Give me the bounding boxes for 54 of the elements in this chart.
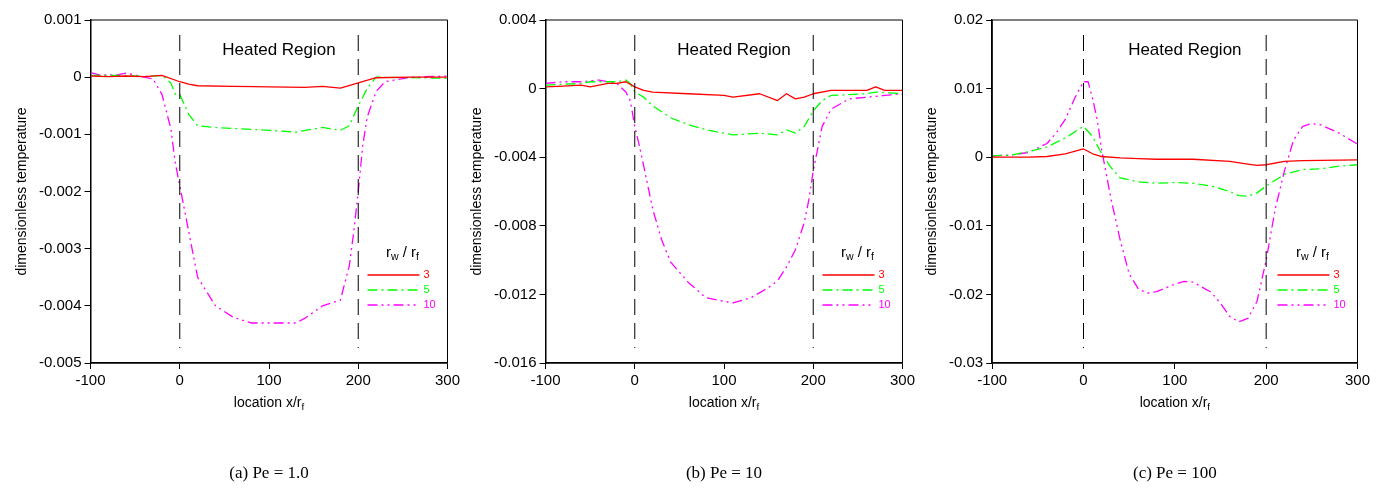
x-tick-label: 200 <box>345 371 371 389</box>
y-axis-title: dimensionless temperature <box>467 107 484 276</box>
x-tick-label: -100 <box>977 371 1008 389</box>
legend-label: 10 <box>423 298 436 311</box>
y-tick-label: -0.008 <box>493 215 537 233</box>
y-axis-title: dimensionless temperature <box>12 107 29 276</box>
y-tick-label: -0.003 <box>38 238 82 256</box>
x-tick-label: 100 <box>711 371 737 389</box>
y-tick-label: 0.001 <box>43 10 82 28</box>
y-tick-label: 0.01 <box>953 78 984 96</box>
x-tick-label: 200 <box>800 371 826 389</box>
annotation: Heated Region <box>1128 39 1242 59</box>
y-tick-label: -0.016 <box>493 353 537 371</box>
y-tick-label: -0.001 <box>38 124 82 142</box>
annotation: Heated Region <box>677 39 791 59</box>
x-tick-label: 300 <box>1344 371 1370 389</box>
legend-label: 5 <box>1333 283 1340 296</box>
text: (c) Pe = 100 <box>1132 463 1217 483</box>
y-tick-label: -0.02 <box>948 284 984 302</box>
y-tick-label: 0 <box>974 147 984 165</box>
x-tick-label: 200 <box>1253 371 1279 389</box>
y-tick-label: -0.01 <box>948 215 984 233</box>
legend-label: 10 <box>1333 298 1346 311</box>
x-tick-label: 100 <box>1162 371 1188 389</box>
y-tick-label: 0.02 <box>953 10 984 28</box>
y-tick-label: 0 <box>73 67 82 85</box>
y-tick-label: -0.03 <box>948 353 984 371</box>
y-tick-label: -0.005 <box>38 353 82 371</box>
legend-label: 10 <box>878 298 891 311</box>
y-tick-label: 0 <box>528 78 537 96</box>
legend-label: 3 <box>878 268 885 281</box>
x-tick-label: -100 <box>530 371 561 389</box>
text: (b) Pe = 10 <box>685 463 763 483</box>
x-tick-label: 300 <box>889 371 915 389</box>
legend-label: 3 <box>1333 268 1340 281</box>
legend-label: 5 <box>878 283 885 296</box>
x-tick-label: 0 <box>175 371 184 389</box>
x-tick-label: 100 <box>256 371 282 389</box>
x-tick-label: 0 <box>1079 371 1088 389</box>
legend-label: 5 <box>423 283 430 296</box>
x-tick-label: -100 <box>75 371 106 389</box>
line-series <box>992 125 1358 197</box>
annotation: Heated Region <box>222 39 336 59</box>
text: (a) Pe = 1.0 <box>229 463 309 483</box>
y-tick-label: -0.002 <box>38 181 82 199</box>
y-tick-label: -0.012 <box>493 284 537 302</box>
x-tick-label: 300 <box>434 371 460 389</box>
y-tick-label: 0.004 <box>498 10 537 28</box>
x-tick-label: 0 <box>630 371 639 389</box>
line-series <box>90 71 448 324</box>
y-tick-label: -0.004 <box>38 295 82 313</box>
legend-label: 3 <box>423 268 430 281</box>
y-tick-label: -0.004 <box>493 147 537 165</box>
y-axis-title: dimensionless temperature <box>922 107 939 276</box>
